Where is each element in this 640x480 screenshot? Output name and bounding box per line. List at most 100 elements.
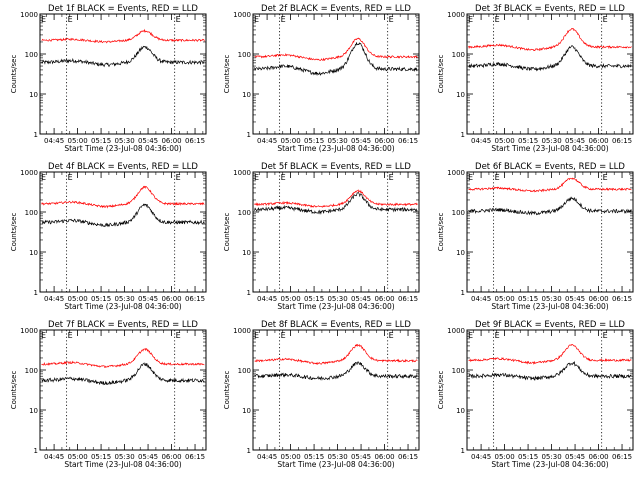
x-tick-label: 05:00 [67,137,87,145]
x-tick-label: 04:45 [44,453,64,461]
marker-label: E [41,15,46,24]
x-tick-label: 06:00 [161,453,181,461]
x-tick-label: 05:00 [280,137,300,145]
series-lld-red [41,28,205,44]
y-tick-label: 1 [461,447,465,455]
y-tick-label: 10 [456,91,465,99]
x-tick-label: 04:45 [257,295,277,303]
x-tick-label: 05:30 [541,137,561,145]
panel-title: Det 8f BLACK = Events, RED = LLD [261,320,411,330]
x-tick-label: 06:15 [398,137,418,145]
x-tick-label: 06:00 [588,137,608,145]
panel-title: Det 4f BLACK = Events, RED = LLD [48,162,198,172]
x-tick-label: 06:00 [374,137,394,145]
x-tick-label: 05:45 [565,453,585,461]
x-tick-label: 05:15 [304,453,324,461]
y-axis-label: Counts/sec [10,213,18,252]
marker-label: E [254,15,259,24]
x-tick-label: 04:45 [471,453,491,461]
marker-label: E [468,331,473,340]
x-tick-label: 04:45 [257,137,277,145]
y-tick-label: 100 [238,209,251,217]
marker-label: E [281,331,286,340]
y-tick-label: 100 [238,367,251,375]
y-tick-label: 1000 [233,327,251,335]
plot-frame [252,171,420,293]
marker-label: E [41,173,46,182]
x-tick-label: 04:45 [257,453,277,461]
y-tick-label: 100 [452,51,465,59]
x-tick-label: 04:45 [471,137,491,145]
series-events-black [41,362,205,386]
x-axis-label: Start Time (23-Jul-08 04:36:00) [277,460,394,469]
plot-frame [466,13,634,135]
y-tick-label: 10 [242,249,251,257]
series-events-black [468,196,632,216]
x-tick-label: 05:45 [351,453,371,461]
series-lld-red [468,27,632,52]
x-tick-label: 05:00 [494,295,514,303]
panel-title: Det 1f BLACK = Events, RED = LLD [48,4,198,14]
plot-frame [466,171,634,293]
panel-det-3: Det 3f BLACK = Events, RED = LLD 1 10 100 10… [437,4,634,153]
y-tick-label: 1 [34,289,38,297]
series-events-black [254,361,418,381]
x-axis-label: Start Time (23-Jul-08 04:36:00) [491,302,608,311]
y-tick-label: 10 [29,249,38,257]
plot-frame [252,13,420,135]
x-tick-label: 05:30 [327,453,347,461]
panel-title: Det 3f BLACK = Events, RED = LLD [475,4,625,14]
plot-frame [466,329,634,451]
y-tick-label: 1000 [20,327,38,335]
marker-label: E [603,173,608,182]
y-tick-label: 1000 [20,169,38,177]
x-axis-label: Start Time (23-Jul-08 04:36:00) [64,460,181,469]
y-tick-label: 1000 [447,11,465,19]
x-tick-label: 06:00 [588,453,608,461]
series-lld-red [468,344,632,365]
y-tick-label: 10 [242,91,251,99]
x-tick-label: 05:15 [304,295,324,303]
marker-label: E [603,331,608,340]
panel-title: Det 5f BLACK = Events, RED = LLD [261,162,411,172]
x-tick-label: 05:15 [91,295,111,303]
x-tick-label: 05:45 [351,295,371,303]
x-tick-label: 06:15 [612,453,632,461]
y-tick-label: 1000 [233,11,251,19]
y-axis-label: Counts/sec [223,371,231,410]
y-tick-label: 1000 [233,169,251,177]
y-tick-label: 100 [25,209,38,217]
y-tick-label: 100 [25,51,38,59]
panel-title: Det 7f BLACK = Events, RED = LLD [48,320,198,330]
panel-det-5: Det 5f BLACK = Events, RED = LLD 1 10 100 10… [223,162,420,311]
y-axis-label: Counts/sec [10,55,18,94]
x-tick-label: 06:15 [185,137,205,145]
marker-label: E [176,331,181,340]
x-tick-label: 06:00 [161,295,181,303]
marker-label: E [41,331,46,340]
marker-label: E [468,15,473,24]
series-lld-red [41,347,205,369]
series-events-black [254,192,418,215]
y-tick-label: 10 [29,407,38,415]
x-tick-label: 05:30 [114,295,134,303]
series-lld-red [254,37,418,62]
series-events-black [468,45,632,72]
marker-label: E [603,15,608,24]
y-axis-label: Counts/sec [223,55,231,94]
y-tick-label: 100 [25,367,38,375]
marker-label: E [68,173,73,182]
x-tick-label: 06:00 [374,295,394,303]
y-axis-label: Counts/sec [223,213,231,252]
marker-label: E [176,15,181,24]
y-tick-label: 1000 [447,169,465,177]
series-events-black [254,42,418,77]
marker-label: E [389,173,394,182]
x-tick-label: 06:15 [612,295,632,303]
x-tick-label: 05:15 [91,453,111,461]
x-tick-label: 05:45 [565,137,585,145]
x-tick-label: 05:15 [91,137,111,145]
y-tick-label: 1 [461,131,465,139]
x-tick-label: 06:00 [588,295,608,303]
y-tick-label: 1 [461,289,465,297]
